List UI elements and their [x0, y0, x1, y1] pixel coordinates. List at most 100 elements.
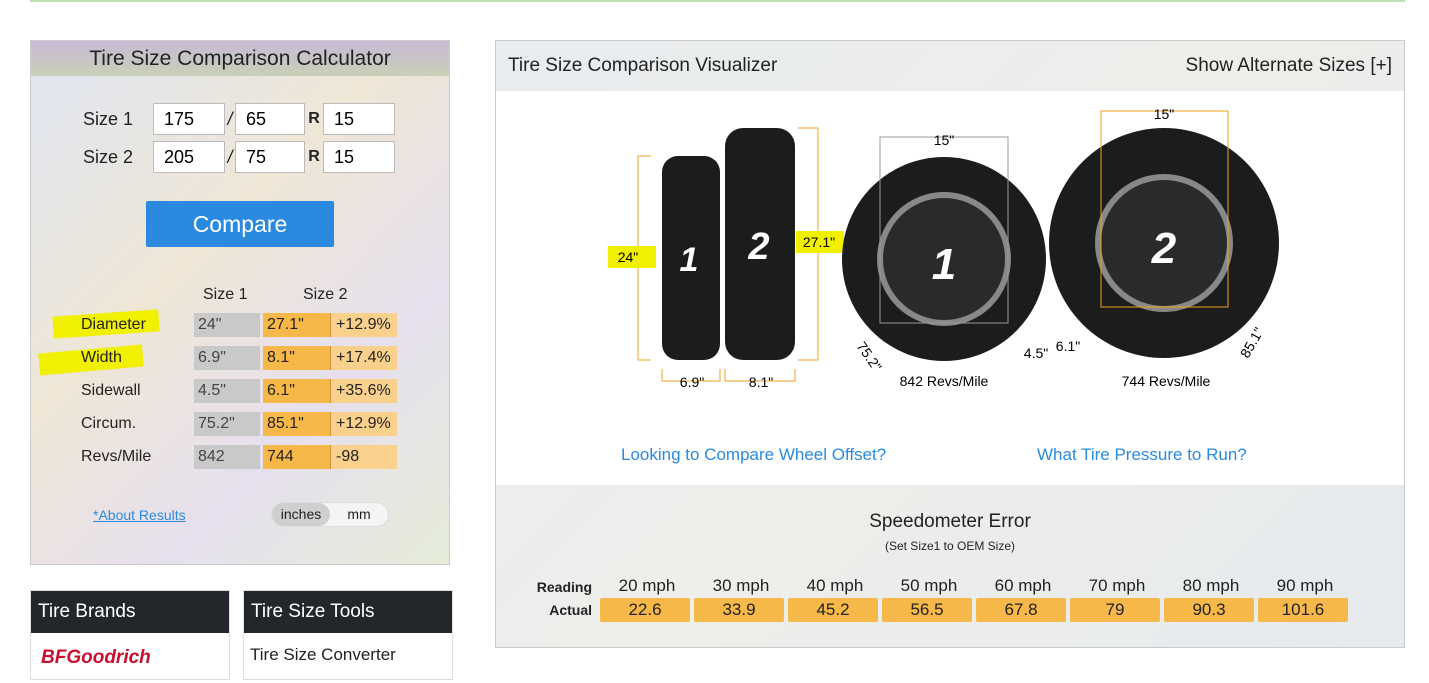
size1-label: Size 1 — [83, 108, 134, 129]
r-label: R — [308, 110, 320, 127]
size2-rim-input[interactable] — [323, 141, 395, 173]
size1-aspect-input[interactable] — [235, 103, 305, 135]
size2-value: 8.1" — [263, 346, 330, 370]
result-row: Revs/Mile 842 744 -98 — [81, 445, 397, 469]
difference-value: +17.4% — [330, 346, 397, 370]
calculator-panel: Tire Size Comparison Calculator Size 1 /… — [30, 40, 450, 565]
top-divider — [30, 0, 1405, 2]
show-alternate-sizes[interactable]: Show Alternate Sizes [+] — [1185, 55, 1392, 76]
actual-value: 33.9 — [694, 598, 784, 622]
actual-row: Actual 22.6 33.9 45.2 56.5 67.8 79 90.3 101.6 — [536, 598, 1352, 622]
reading-value: 40 mph — [806, 576, 864, 595]
unit-toggle[interactable]: inches mm — [271, 502, 389, 527]
speedometer-subtitle: (Set Size1 to OEM Size) — [884, 539, 1016, 553]
size1-value: 842 — [194, 445, 260, 469]
tire1-diameter: 24" — [618, 249, 639, 265]
inches-option[interactable]: inches — [272, 503, 330, 526]
col-size1: Size 1 — [203, 286, 248, 303]
rim2-box — [1100, 110, 1229, 308]
tire1-width: 6.9" — [680, 374, 704, 390]
slash: / — [227, 146, 233, 167]
difference-value: +12.9% — [330, 313, 397, 337]
reading-value: 90 mph — [1276, 576, 1334, 595]
size1-value: 24" — [194, 313, 260, 337]
mm-option[interactable]: mm — [347, 506, 371, 522]
tire-brands-box: Tire Brands BFGoodrich — [30, 590, 230, 680]
tire2-rim: 15" — [1154, 106, 1175, 122]
col-size2: Size 2 — [303, 286, 348, 303]
calculator-title: Tire Size Comparison Calculator — [31, 41, 449, 76]
row-label: Sidewall — [81, 382, 141, 399]
tire2-sidewall: 6.1" — [1056, 338, 1080, 354]
tire2-diameter: 27.1" — [803, 234, 835, 250]
row-label: Diameter — [81, 316, 146, 333]
tire-size-tools-title: Tire Size Tools — [244, 591, 452, 633]
reading-row: Reading 20 mph 30 mph 40 mph 50 mph 60 mph 70… — [536, 576, 1352, 596]
reading-value: 80 mph — [1182, 576, 1240, 595]
tire1-sidewall: 4.5" — [1024, 345, 1048, 361]
size1-value: 4.5" — [194, 379, 260, 403]
actual-value: 101.6 — [1258, 598, 1348, 622]
size1-rim-input[interactable] — [323, 103, 395, 135]
r-label: R — [308, 148, 320, 165]
actual-value: 90.3 — [1164, 598, 1254, 622]
tire-brands-title: Tire Brands — [31, 591, 229, 633]
tire1-rim: 15" — [934, 132, 955, 148]
actual-value: 67.8 — [976, 598, 1066, 622]
result-row: Circum. 75.2" 85.1" +12.9% — [81, 412, 397, 436]
width-lines — [661, 369, 796, 382]
reading-value: 60 mph — [994, 576, 1052, 595]
visualizer-panel: Tire Size Comparison Visualizer Show Alt… — [495, 40, 1405, 648]
rim1-box — [879, 136, 1009, 324]
wheel2 — [1095, 174, 1233, 312]
highlight-mark — [608, 246, 656, 268]
tire2-circ: 85.1" — [1237, 325, 1267, 361]
actual-label: Actual — [549, 602, 592, 618]
tire1-num: 1 — [680, 241, 699, 279]
size2-value: 85.1" — [263, 412, 330, 436]
tire2-side — [725, 128, 795, 360]
size2-aspect-input[interactable] — [235, 141, 305, 173]
result-row: Width 6.9" 8.1" +17.4% — [81, 346, 397, 370]
difference-value: +35.6% — [330, 379, 397, 403]
result-row: Diameter 24" 27.1" +12.9% — [81, 313, 397, 337]
tire-diagram: 1 2 24" 27.1" 6.9" 8.1" 1 15" 4.5" 75.2"… — [608, 106, 1279, 390]
reading-value: 30 mph — [712, 576, 770, 595]
row-label: Width — [81, 349, 122, 366]
bfgoodrich-logo[interactable]: BFGoodrich — [41, 647, 151, 668]
tire-visual: 1 2 24" 27.1" 6.9" 8.1" 1 15" 4.5" 75.2"… — [496, 91, 1404, 485]
tire2-front-num: 2 — [1151, 224, 1177, 273]
size2-width-input[interactable] — [153, 141, 225, 173]
result-row: Sidewall 4.5" 6.1" +35.6% — [81, 379, 397, 403]
size1-value: 6.9" — [194, 346, 260, 370]
actual-value: 45.2 — [788, 598, 878, 622]
reading-value: 70 mph — [1088, 576, 1146, 595]
size2-value: 27.1" — [263, 313, 330, 337]
tire1-front-num: 1 — [932, 240, 956, 289]
size1-width-input[interactable] — [153, 103, 225, 135]
size2-value: 6.1" — [263, 379, 330, 403]
row-label: Circum. — [81, 415, 137, 432]
actual-value: 79 — [1070, 598, 1160, 622]
tire1-revs: 842 Revs/Mile — [900, 373, 989, 389]
size1-row: Size 1 / R — [83, 103, 395, 135]
wheel-offset-link[interactable]: Looking to Compare Wheel Offset? — [621, 445, 887, 464]
actual-value: 56.5 — [882, 598, 972, 622]
difference-value: +12.9% — [330, 412, 397, 436]
size1-value: 75.2" — [194, 412, 260, 436]
size2-row: Size 2 / R — [83, 141, 395, 173]
tire2-width: 8.1" — [749, 374, 773, 390]
actual-value: 22.6 — [600, 598, 690, 622]
reading-value: 50 mph — [900, 576, 958, 595]
tire-pressure-link[interactable]: What Tire Pressure to Run? — [1037, 445, 1247, 464]
slash: / — [227, 108, 233, 129]
size2-label: Size 2 — [83, 146, 134, 167]
compare-button[interactable]: Compare — [146, 201, 334, 247]
speedometer-title: Speedometer Error — [869, 511, 1031, 532]
tire2-revs: 744 Revs/Mile — [1122, 373, 1211, 389]
tire1-side — [662, 156, 720, 360]
tire-size-converter-link[interactable]: Tire Size Converter — [250, 645, 396, 664]
about-results-link[interactable]: *About Results — [93, 507, 186, 523]
reading-label: Reading — [536, 579, 592, 595]
reading-value: 20 mph — [618, 576, 676, 595]
